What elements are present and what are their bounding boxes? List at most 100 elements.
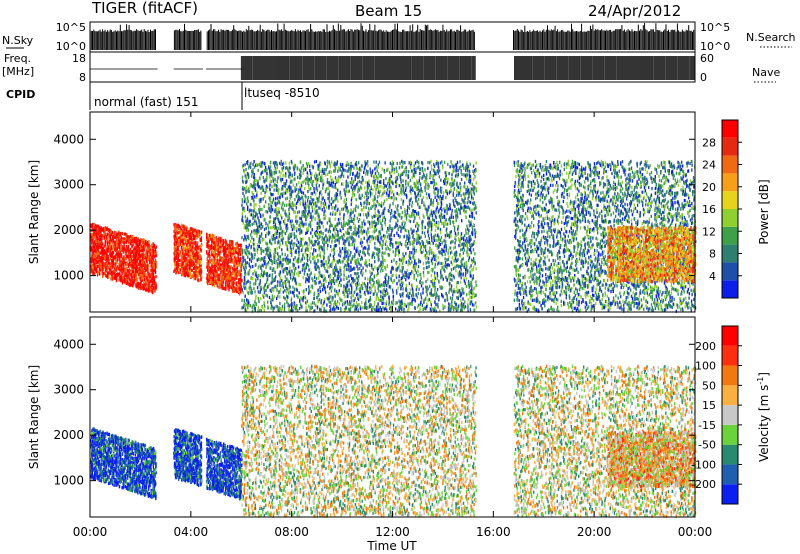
power-point bbox=[97, 265, 98, 268]
power-point bbox=[149, 272, 150, 275]
power-point bbox=[103, 253, 104, 256]
power-point bbox=[103, 249, 104, 252]
power-point bbox=[127, 280, 128, 283]
power-point bbox=[144, 278, 145, 281]
power-point bbox=[107, 250, 108, 253]
power-point bbox=[99, 231, 100, 234]
power-point bbox=[121, 244, 122, 247]
power-point bbox=[116, 252, 117, 255]
power-point bbox=[154, 251, 155, 254]
power-point bbox=[132, 281, 133, 284]
power-point bbox=[114, 241, 115, 244]
power-point bbox=[146, 281, 147, 284]
power-point bbox=[135, 241, 136, 244]
power-point bbox=[107, 238, 108, 241]
power-point bbox=[104, 245, 105, 248]
power-point bbox=[125, 278, 126, 281]
power-point bbox=[132, 284, 133, 287]
power-point bbox=[128, 259, 129, 262]
power-point bbox=[133, 270, 134, 273]
power-point bbox=[121, 238, 122, 241]
power-point bbox=[111, 259, 112, 262]
power-point bbox=[106, 227, 107, 230]
nave-tick-bottom: 0 bbox=[700, 71, 707, 84]
power-point bbox=[156, 254, 157, 257]
power-point bbox=[104, 232, 105, 235]
power-point bbox=[142, 270, 143, 273]
power-point bbox=[123, 280, 124, 283]
power-point bbox=[109, 234, 110, 237]
power-point bbox=[115, 263, 116, 266]
power-point bbox=[112, 231, 113, 234]
power-point bbox=[101, 244, 102, 247]
power-point bbox=[97, 225, 98, 228]
power-point bbox=[145, 264, 146, 267]
power-point bbox=[97, 252, 98, 255]
power-point bbox=[108, 275, 109, 278]
power-point bbox=[134, 252, 135, 255]
power-point bbox=[151, 275, 152, 278]
power-point bbox=[101, 234, 102, 237]
power-point bbox=[132, 273, 133, 276]
power-point bbox=[104, 262, 105, 265]
power-point bbox=[134, 264, 135, 267]
power-point bbox=[131, 240, 132, 243]
power-point bbox=[97, 261, 98, 264]
frequency-panel: Freq. [MHz] 18 8 60 0 Nave bbox=[2, 52, 780, 84]
beam-label: Beam 15 bbox=[355, 2, 422, 20]
power-point bbox=[105, 274, 106, 277]
power-point bbox=[107, 242, 108, 245]
power-point bbox=[136, 273, 137, 276]
power-point bbox=[152, 261, 153, 264]
power-point bbox=[117, 246, 118, 249]
power-point bbox=[120, 255, 121, 258]
power-point bbox=[152, 255, 153, 258]
power-point bbox=[138, 239, 139, 242]
power-point bbox=[106, 263, 107, 266]
power-point bbox=[150, 250, 151, 253]
power-point bbox=[128, 235, 129, 238]
power-point bbox=[91, 260, 92, 263]
frequency-trace bbox=[90, 56, 695, 80]
power-point bbox=[93, 236, 94, 239]
power-point bbox=[91, 233, 92, 236]
power-point bbox=[95, 261, 96, 264]
power-point bbox=[124, 247, 125, 250]
power-point bbox=[113, 243, 114, 246]
cpid-label: CPID bbox=[6, 88, 35, 101]
power-point bbox=[91, 269, 92, 272]
power-point bbox=[97, 271, 98, 274]
power-point bbox=[131, 260, 132, 263]
power-point bbox=[136, 260, 137, 263]
power-point bbox=[95, 239, 96, 242]
power-point bbox=[107, 253, 108, 256]
power-point bbox=[127, 238, 128, 241]
power-point bbox=[101, 240, 102, 243]
power-point bbox=[94, 255, 95, 258]
power-point bbox=[104, 255, 105, 258]
power-point bbox=[120, 233, 121, 236]
noise-left-tick-top: 10^5 bbox=[56, 21, 86, 34]
power-point bbox=[126, 248, 127, 251]
power-point bbox=[148, 264, 149, 267]
power-point bbox=[123, 269, 124, 272]
power-point bbox=[117, 233, 118, 236]
power-point bbox=[122, 276, 123, 279]
power-point bbox=[135, 270, 136, 273]
power-point bbox=[102, 275, 103, 278]
power-scatter bbox=[90, 160, 696, 313]
power-point bbox=[140, 260, 141, 263]
power-point bbox=[126, 271, 127, 274]
power-point bbox=[126, 267, 127, 270]
power-point bbox=[115, 269, 116, 272]
nave-label: Nave bbox=[752, 66, 780, 79]
power-point bbox=[106, 257, 107, 260]
power-point bbox=[105, 266, 106, 269]
power-point bbox=[143, 285, 144, 288]
power-point bbox=[116, 244, 117, 247]
power-point bbox=[145, 283, 146, 286]
power-point bbox=[129, 269, 130, 272]
power-point bbox=[119, 262, 120, 265]
power-point bbox=[152, 269, 153, 272]
